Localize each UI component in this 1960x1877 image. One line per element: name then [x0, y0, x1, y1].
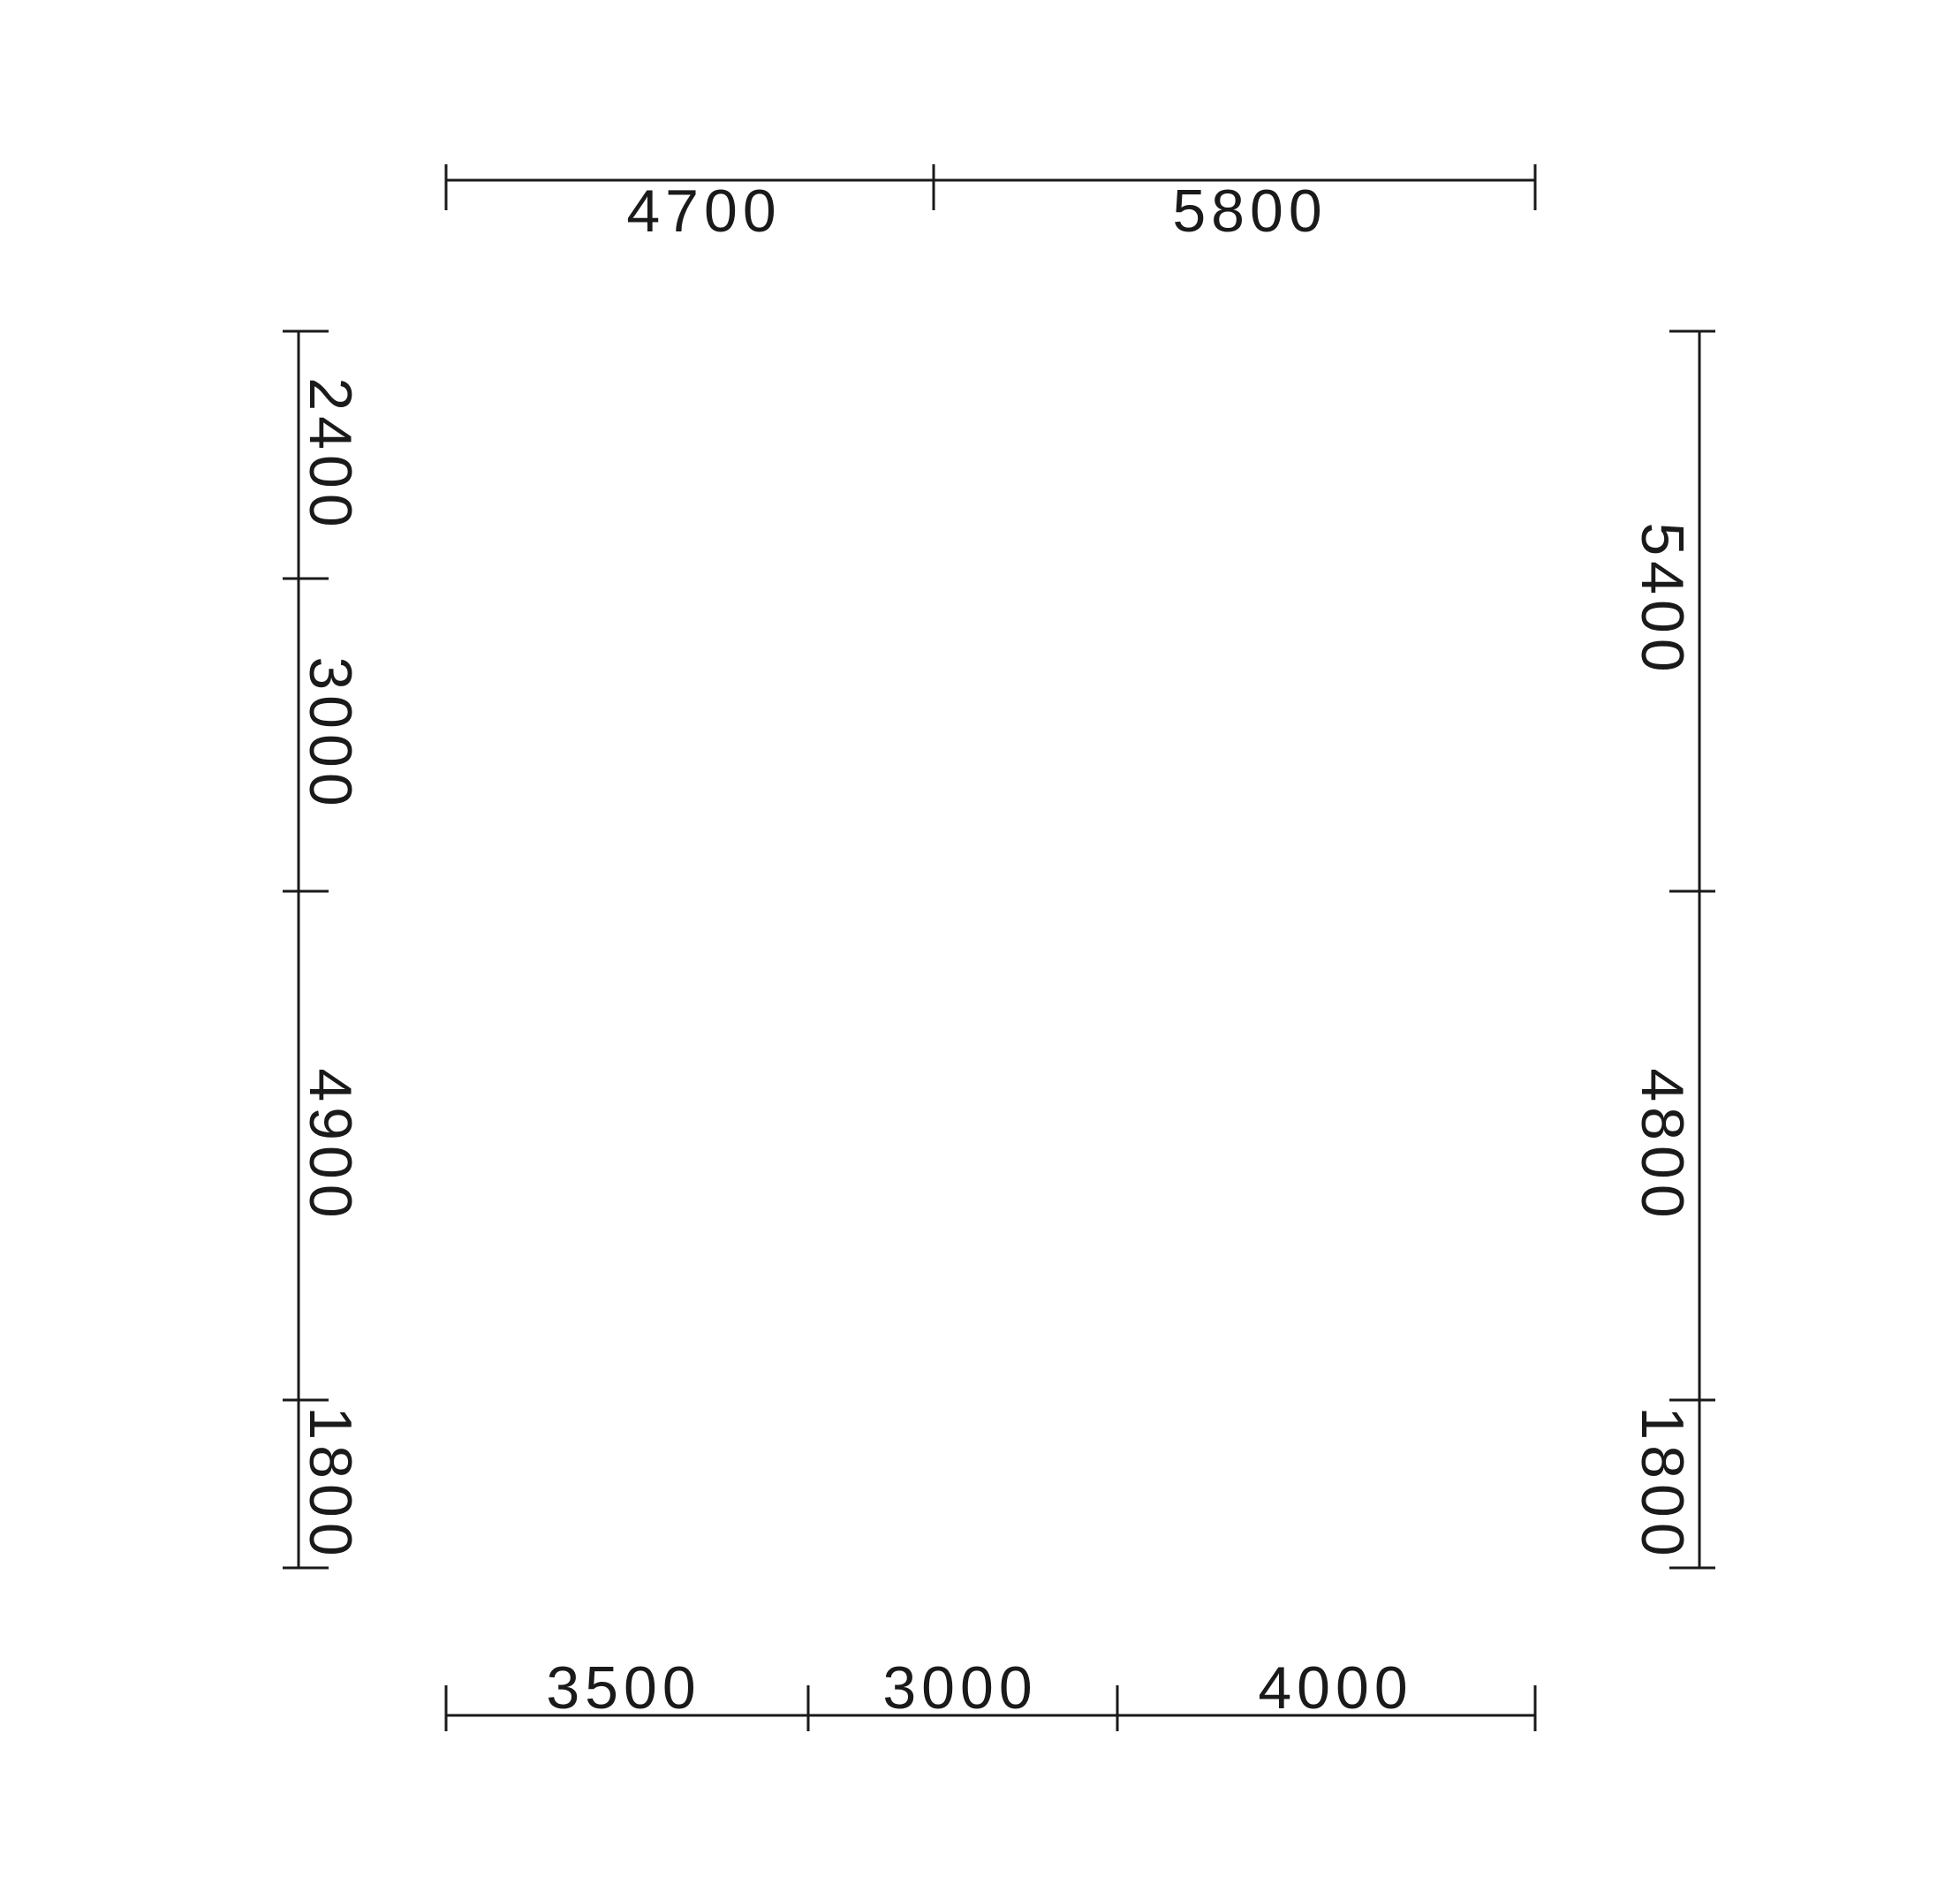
right-dimension-chain: 5400 4800 1800 [1629, 329, 1715, 1570]
right-dim-label-1: 5400 [1629, 522, 1696, 677]
left-dimension-chain: 2400 3000 4900 1800 [283, 329, 364, 1570]
left-dim-label-3: 4900 [297, 1068, 364, 1222]
top-dim-label-2: 5800 [1172, 178, 1327, 245]
right-dim-label-3: 1800 [1629, 1406, 1696, 1561]
bottom-dim-label-1: 3500 [546, 1654, 700, 1722]
bottom-dim-label-2: 3000 [882, 1654, 1037, 1722]
bottom-dimension-chain: 3500 3000 4000 [444, 1654, 1537, 1731]
bottom-dim-label-3: 4000 [1258, 1654, 1412, 1722]
top-dimension-chain: 4700 5800 [444, 164, 1537, 245]
left-dim-label-1: 2400 [297, 377, 364, 532]
right-dim-label-2: 4800 [1629, 1068, 1696, 1222]
top-dim-label-1: 4700 [626, 178, 781, 245]
left-dim-label-2: 3000 [297, 656, 364, 811]
left-dim-label-4: 1800 [297, 1406, 364, 1561]
